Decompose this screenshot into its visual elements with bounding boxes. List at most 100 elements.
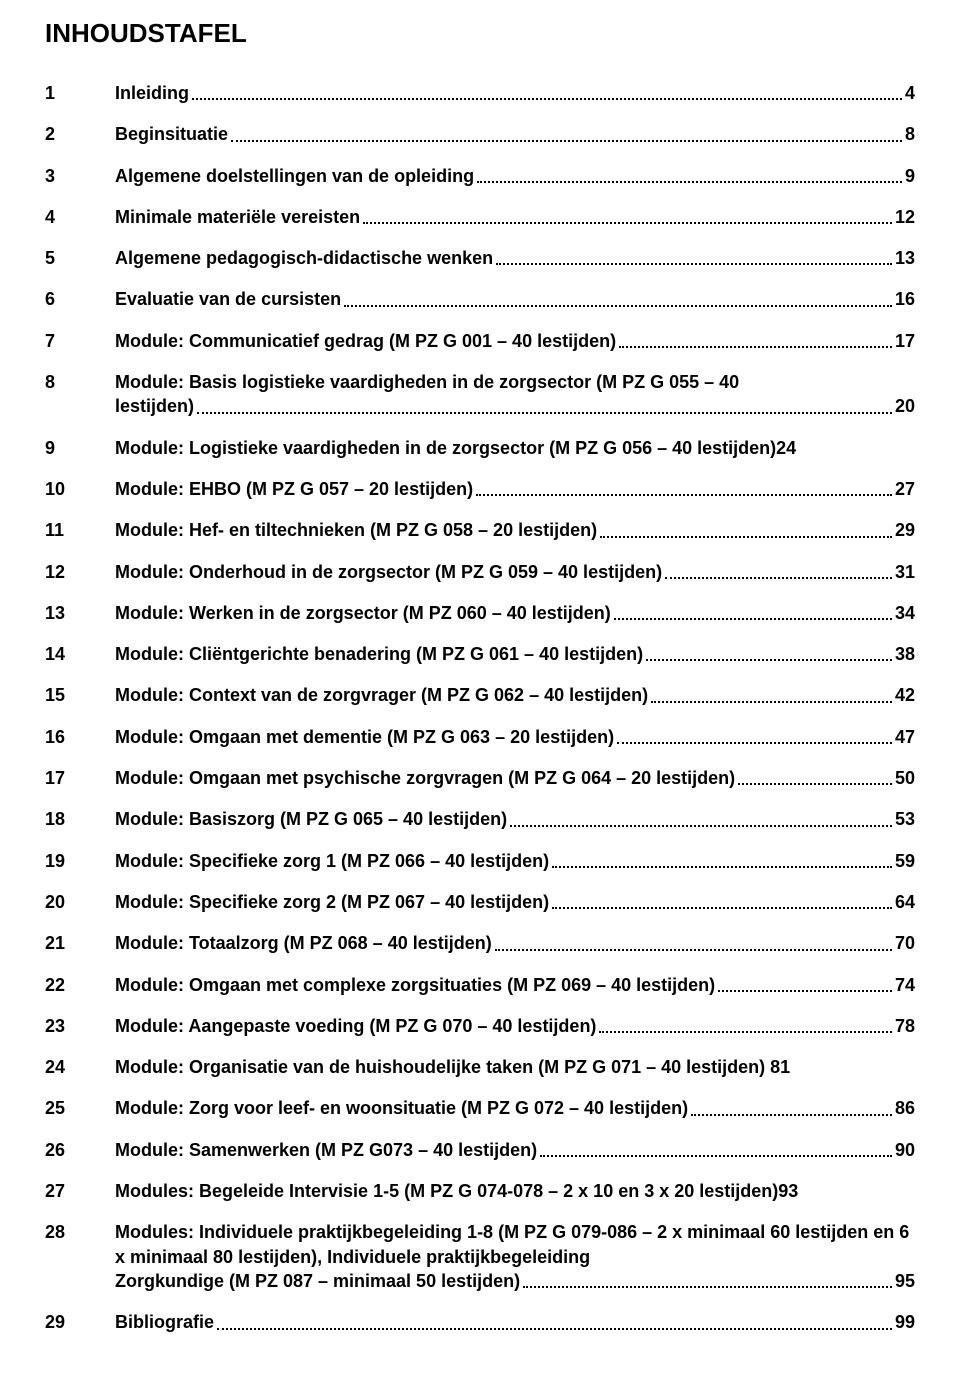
toc-entry-number: 18	[45, 807, 115, 831]
toc-entry-body: Module: Aangepaste voeding (M PZ G 070 –…	[115, 1014, 915, 1038]
toc-entry-number: 10	[45, 477, 115, 501]
toc-entry: 13Module: Werken in de zorgsector (M PZ …	[45, 601, 915, 625]
toc-entry: 27Modules: Begeleide Intervisie 1-5 (M P…	[45, 1179, 915, 1203]
toc-entry-label: Algemene pedagogisch-didactische wenken	[115, 246, 493, 270]
toc-entry-label-cont: lestijden)	[115, 394, 194, 418]
toc-entry-body: Module: Cliëntgerichte benadering (M PZ …	[115, 642, 915, 666]
toc-entry-page: 78	[895, 1014, 915, 1038]
toc-entry-page: 95	[895, 1269, 915, 1293]
toc-leader-dots	[344, 305, 892, 307]
toc-entry-body: Module: Omgaan met complexe zorgsituatie…	[115, 973, 915, 997]
table-of-contents: 1Inleiding42Beginsituatie83Algemene doel…	[45, 81, 915, 1335]
page-title: INHOUDSTAFEL	[45, 18, 915, 49]
toc-entry-number: 5	[45, 246, 115, 270]
toc-entry-number: 13	[45, 601, 115, 625]
toc-entry: 23Module: Aangepaste voeding (M PZ G 070…	[45, 1014, 915, 1038]
toc-entry: 26Module: Samenwerken (M PZ G073 – 40 le…	[45, 1138, 915, 1162]
toc-entry-page: 59	[895, 849, 915, 873]
toc-entry-number: 28	[45, 1220, 115, 1244]
toc-entry-page: 90	[895, 1138, 915, 1162]
toc-entry-label: Module: Logistieke vaardigheden in de zo…	[115, 438, 796, 458]
toc-entry-label: Module: Omgaan met dementie (M PZ G 063 …	[115, 725, 614, 749]
toc-entry-body: Algemene doelstellingen van de opleiding…	[115, 164, 915, 188]
toc-entry-body: Algemene pedagogisch-didactische wenken 1…	[115, 246, 915, 270]
toc-entry-page: 20	[895, 394, 915, 418]
toc-entry: 3Algemene doelstellingen van de opleidin…	[45, 164, 915, 188]
toc-leader-dots	[614, 618, 892, 620]
toc-entry: 4Minimale materiële vereisten12	[45, 205, 915, 229]
toc-entry-label: Module: Organisatie van de huishoudelijk…	[115, 1057, 790, 1077]
toc-entry-page: 42	[895, 683, 915, 707]
toc-entry-label: Module: Aangepaste voeding (M PZ G 070 –…	[115, 1014, 596, 1038]
toc-entry-label: Module: Totaalzorg (M PZ 068 – 40 lestij…	[115, 931, 492, 955]
toc-entry-number: 29	[45, 1310, 115, 1334]
toc-entry: 28Modules: Individuele praktijkbegeleidi…	[45, 1220, 915, 1293]
toc-entry-page: 9	[905, 164, 915, 188]
toc-entry-label: Module: EHBO (M PZ G 057 – 20 lestijden)	[115, 477, 473, 501]
toc-leader-dots	[540, 1155, 892, 1157]
toc-entry-number: 8	[45, 370, 115, 394]
toc-entry-page: 17	[895, 329, 915, 353]
toc-entry-number: 15	[45, 683, 115, 707]
toc-entry-number: 3	[45, 164, 115, 188]
toc-entry-body: Modules: Begeleide Intervisie 1-5 (M PZ …	[115, 1179, 915, 1203]
toc-entry-page: 27	[895, 477, 915, 501]
toc-entry-body: Module: Logistieke vaardigheden in de zo…	[115, 436, 915, 460]
toc-entry-number: 27	[45, 1179, 115, 1203]
toc-entry-body: Module: EHBO (M PZ G 057 – 20 lestijden)…	[115, 477, 915, 501]
toc-entry: 5Algemene pedagogisch-didactische wenken…	[45, 246, 915, 270]
toc-leader-dots	[665, 577, 892, 579]
toc-entry-page: 99	[895, 1310, 915, 1334]
toc-entry-number: 26	[45, 1138, 115, 1162]
toc-leader-dots	[651, 701, 892, 703]
toc-entry-page: 64	[895, 890, 915, 914]
toc-entry-label: Module: Werken in de zorgsector (M PZ 06…	[115, 601, 611, 625]
toc-entry: 29Bibliografie99	[45, 1310, 915, 1334]
toc-entry-label: Module: Samenwerken (M PZ G073 – 40 lest…	[115, 1138, 537, 1162]
toc-entry-number: 22	[45, 973, 115, 997]
toc-leader-dots	[718, 990, 892, 992]
toc-entry: 8Module: Basis logistieke vaardigheden i…	[45, 370, 915, 419]
toc-entry: 12Module: Onderhoud in de zorgsector (M …	[45, 560, 915, 584]
toc-entry: 15Module: Context van de zorgvrager (M P…	[45, 683, 915, 707]
toc-entry-number: 1	[45, 81, 115, 105]
toc-entry-number: 23	[45, 1014, 115, 1038]
toc-entry-body: Module: Omgaan met psychische zorgvragen…	[115, 766, 915, 790]
toc-entry: 11Module: Hef- en tiltechnieken (M PZ G …	[45, 518, 915, 542]
toc-entry-body: Module: Specifieke zorg 1 (M PZ 066 – 40…	[115, 849, 915, 873]
toc-entry-page: 74	[895, 973, 915, 997]
toc-entry-number: 9	[45, 436, 115, 460]
toc-entry: 16Module: Omgaan met dementie (M PZ G 06…	[45, 725, 915, 749]
toc-entry-label: Inleiding	[115, 81, 189, 105]
toc-entry-label: Modules: Individuele praktijkbegeleiding…	[115, 1220, 915, 1269]
toc-entry: 25Module: Zorg voor leef- en woonsituati…	[45, 1096, 915, 1120]
toc-entry-label: Module: Omgaan met psychische zorgvragen…	[115, 766, 735, 790]
toc-leader-dots	[477, 181, 902, 183]
toc-leader-dots	[197, 412, 892, 414]
toc-entry-page: 8	[905, 122, 915, 146]
toc-entry-number: 20	[45, 890, 115, 914]
toc-entry: 6Evaluatie van de cursisten16	[45, 287, 915, 311]
toc-entry-label: Modules: Begeleide Intervisie 1-5 (M PZ …	[115, 1181, 798, 1201]
toc-entry-label: Minimale materiële vereisten	[115, 205, 360, 229]
toc-entry: 18Module: Basiszorg (M PZ G 065 – 40 les…	[45, 807, 915, 831]
toc-entry: 19Module: Specifieke zorg 1 (M PZ 066 – …	[45, 849, 915, 873]
toc-entry-number: 16	[45, 725, 115, 749]
toc-entry-page: 13	[895, 246, 915, 270]
toc-entry-number: 17	[45, 766, 115, 790]
toc-entry-label: Module: Basiszorg (M PZ G 065 – 40 lesti…	[115, 807, 507, 831]
toc-entry-page: 31	[895, 560, 915, 584]
toc-entry-page: 47	[895, 725, 915, 749]
toc-entry-body: Inleiding4	[115, 81, 915, 105]
toc-entry-number: 4	[45, 205, 115, 229]
toc-entry-page: 70	[895, 931, 915, 955]
toc-entry-body: Module: Organisatie van de huishoudelijk…	[115, 1055, 915, 1079]
toc-entry-label: Evaluatie van de cursisten	[115, 287, 341, 311]
toc-entry-label: Algemene doelstellingen van de opleiding	[115, 164, 474, 188]
toc-entry-label: Module: Basis logistieke vaardigheden in…	[115, 370, 915, 394]
toc-entry-label: Module: Specifieke zorg 1 (M PZ 066 – 40…	[115, 849, 549, 873]
toc-entry: 1Inleiding4	[45, 81, 915, 105]
toc-entry-page: 29	[895, 518, 915, 542]
toc-entry-number: 25	[45, 1096, 115, 1120]
toc-entry-body: Bibliografie99	[115, 1310, 915, 1334]
